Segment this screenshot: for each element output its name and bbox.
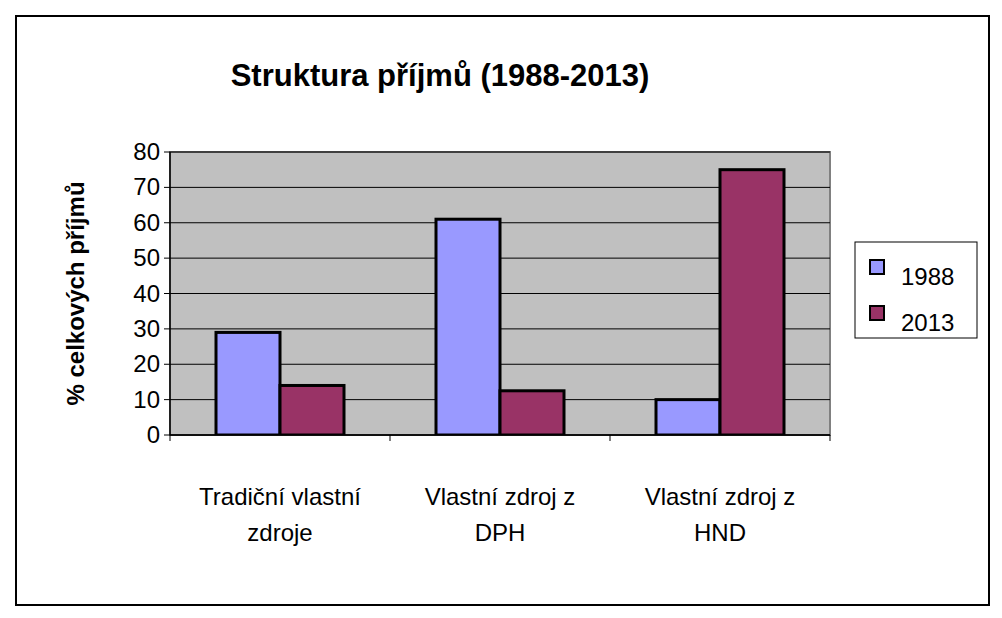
tick-label: 60: [133, 209, 160, 236]
chart-svg: 0 10 20 30 40 50 60 70 80 Tradiční vlastní zdroje V…: [0, 0, 1002, 618]
category-tick: [830, 435, 831, 441]
legend-swatch: [870, 260, 884, 274]
bar: [436, 219, 500, 435]
bar: [500, 391, 564, 435]
tick-label: 0: [147, 421, 160, 448]
category-label-line: HND: [694, 519, 746, 546]
grid-line: [170, 152, 830, 153]
tick-mark: [164, 364, 170, 365]
bar: [216, 332, 280, 435]
tick-mark: [164, 258, 170, 259]
legend-swatch: [870, 306, 884, 320]
category-tick: [610, 435, 611, 441]
tick-label: 70: [133, 173, 160, 200]
tick-mark: [164, 222, 170, 223]
tick-mark: [164, 435, 170, 436]
bar: [280, 385, 344, 435]
category-label-line: DPH: [475, 519, 526, 546]
y-axis-label: % celkových příjmů: [62, 181, 89, 405]
y-axis: [169, 152, 171, 435]
legend-box: [855, 242, 977, 338]
category-tick: [390, 435, 391, 441]
plot-area: [170, 152, 830, 435]
tick-mark: [164, 328, 170, 329]
bars: [216, 170, 784, 435]
tick-mark: [164, 187, 170, 188]
tick-label: 50: [133, 244, 160, 271]
tick-mark: [164, 399, 170, 400]
legend-label: 2013: [901, 309, 954, 336]
category-label-line: Vlastní zdroj z: [425, 483, 576, 510]
category-label-line: zdroje: [247, 519, 312, 546]
tick-mark: [164, 293, 170, 294]
category-tick: [170, 435, 171, 441]
category-label: Vlastní zdroj z DPH: [425, 483, 576, 546]
tick-mark: [164, 152, 170, 153]
tick-label: 20: [133, 350, 160, 377]
category-label-line: Tradiční vlastní: [199, 483, 361, 510]
legend-label: 1988: [901, 263, 954, 290]
chart-title: Struktura příjmů (1988-2013): [231, 58, 650, 93]
tick-label: 30: [133, 315, 160, 342]
category-label: Vlastní zdroj z HND: [645, 483, 796, 546]
category-label-line: Vlastní zdroj z: [645, 483, 796, 510]
category-label: Tradiční vlastní zdroje: [199, 483, 361, 546]
tick-label: 80: [133, 138, 160, 165]
bar: [656, 400, 720, 435]
bar: [720, 170, 784, 435]
tick-label: 10: [133, 386, 160, 413]
tick-label: 40: [133, 280, 160, 307]
